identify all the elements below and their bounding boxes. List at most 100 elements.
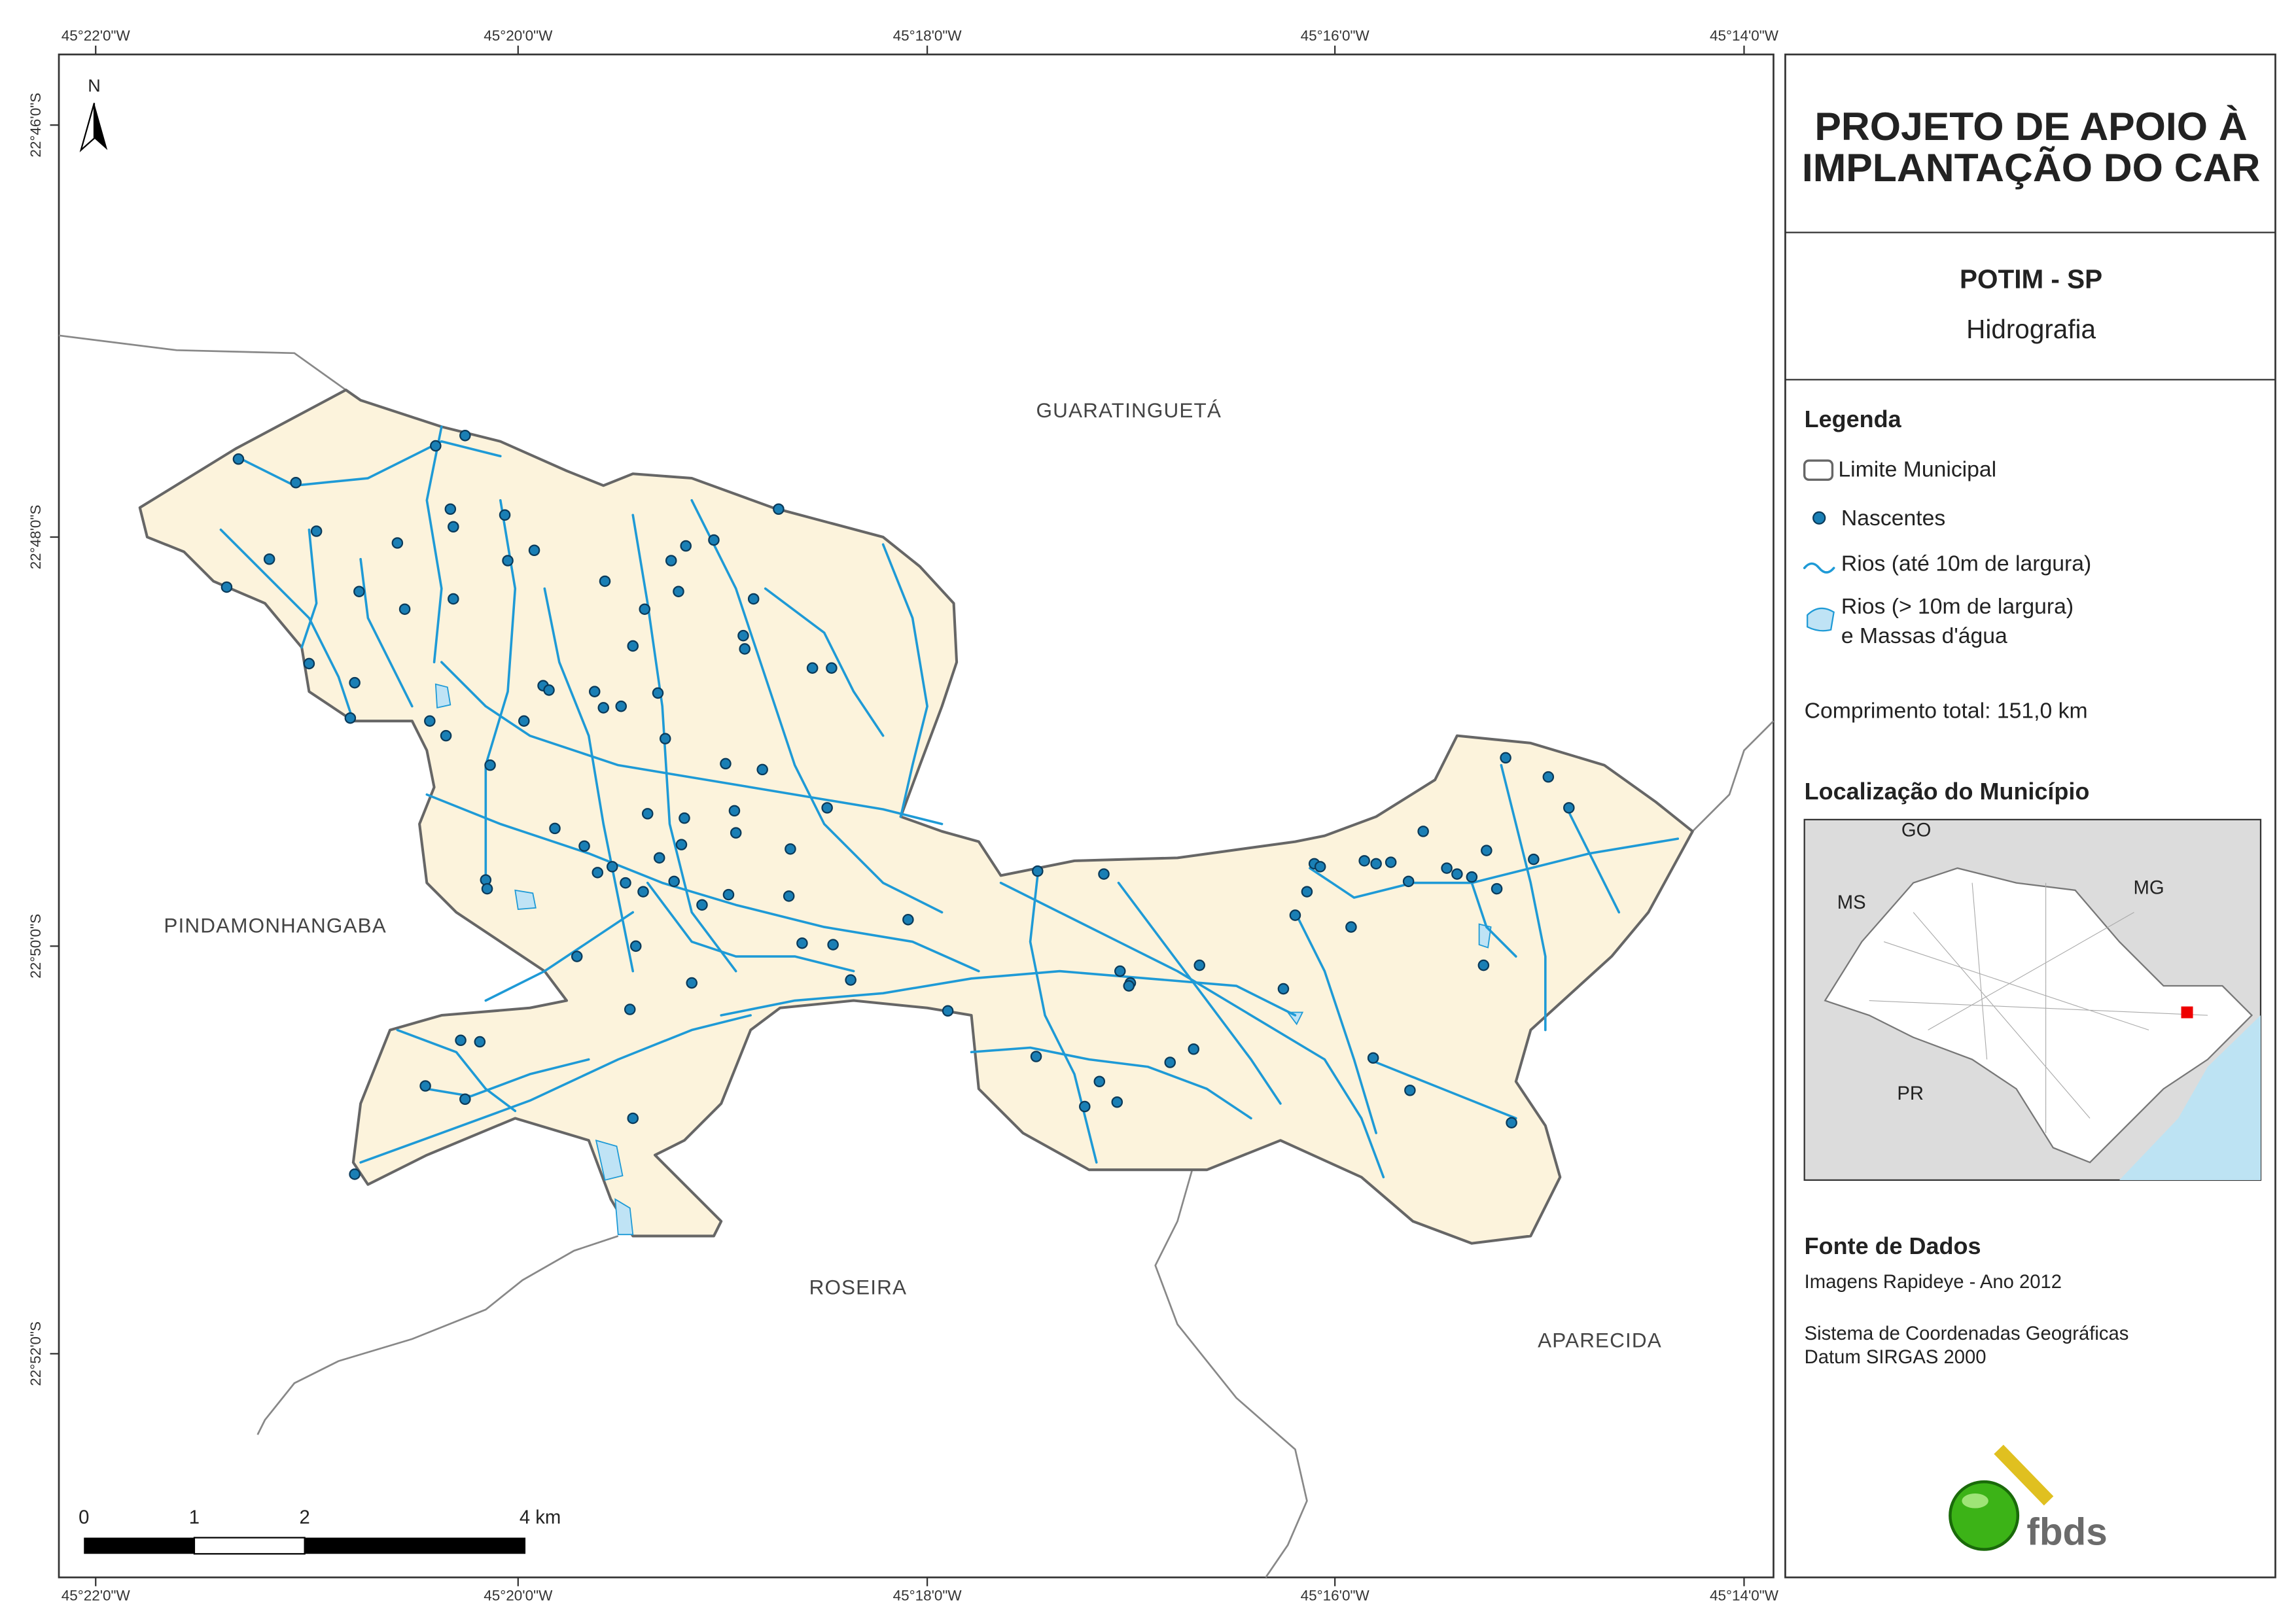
spring [344,712,357,724]
spring [1370,858,1382,870]
spring [641,808,654,820]
scale-label: 2 [300,1507,310,1528]
spring [1301,886,1313,898]
lon-label: 45°16'0"W [1301,1587,1370,1603]
legend-swatch-river [1803,562,1835,574]
spring [942,1005,954,1017]
spring [1491,882,1503,895]
river [999,881,1385,1179]
spring [1563,802,1575,814]
spring [1098,868,1110,880]
legend-item: Rios (> 10m de largura) [1841,594,2074,619]
water-body [614,1198,634,1236]
state-label: MS [1837,892,1866,913]
river [646,881,855,973]
spring [845,974,857,986]
spring [597,702,610,714]
logo-text: fbds [2026,1510,2107,1553]
spring [430,440,442,452]
spring [606,861,618,873]
place-label: PINDAMONHANGABA [164,913,387,937]
spring [424,715,436,727]
water-body [514,889,537,911]
spring [1111,1096,1123,1108]
spring [1079,1100,1091,1113]
spring [221,581,233,593]
lon-label: 45°14'0"W [1710,1587,1779,1603]
scale-segment [84,1537,194,1554]
legend-item: Limite Municipal [1838,457,1996,482]
spring [1314,861,1326,873]
spring [499,509,511,521]
river [764,587,885,737]
river [219,528,355,722]
spring [1123,980,1135,992]
spring [1542,771,1555,783]
spring [481,882,493,895]
spring [624,1003,636,1015]
spring [627,1112,639,1125]
north-arrow-left [79,103,96,152]
legend-swatch-spring [1812,511,1826,525]
spring [1500,752,1511,764]
spring [826,662,838,674]
spring [290,477,302,489]
spring [444,503,457,515]
spring [588,686,601,697]
spring [448,521,459,533]
spring [1404,1084,1416,1096]
spring [1164,1056,1176,1068]
north-arrow: N [79,76,108,152]
river [881,543,928,818]
spring [615,700,627,712]
spring [675,839,688,850]
spring [783,890,795,902]
spring [659,733,671,744]
legend-item: Nascentes [1841,506,1945,531]
location-title: Localização do Município [1805,778,2090,805]
spring [1188,1043,1200,1055]
spring [263,553,275,565]
river [425,793,980,973]
spring [722,888,735,901]
location-marker [2181,1006,2193,1019]
scale-segment [193,1537,306,1555]
boundary-line [1691,720,1775,832]
spring [459,1093,471,1106]
river [234,440,502,487]
north-label: N [88,76,101,96]
ocean [2119,1015,2261,1180]
spring [637,886,649,898]
place-label: GUARATINGUETÁ [1036,398,1222,422]
spring [599,575,611,587]
spring [730,827,742,839]
spring [1481,845,1492,856]
spring [1385,856,1397,868]
spring [1506,1117,1517,1129]
spring [773,503,785,515]
spring [739,643,751,655]
spring [720,758,732,770]
spring [639,603,651,615]
rivers [219,425,1680,1179]
spring [1367,1052,1379,1064]
logo-circle [1949,1480,2020,1551]
source-title: Fonte de Dados [1805,1232,1981,1259]
spring [673,585,684,597]
spring [821,802,833,814]
spring [459,430,471,442]
state-label: MG [2133,877,2164,898]
river [300,528,318,649]
spring [652,687,664,699]
lon-label: 45°18'0"W [893,27,963,44]
spring [1477,959,1490,971]
spring [448,593,459,605]
scale-label: 1 [189,1507,200,1528]
spring [592,867,604,879]
spring [398,603,411,615]
spring [827,939,839,951]
spring [391,537,404,549]
river [720,969,1297,1017]
spring [1032,865,1044,877]
spring [528,544,540,557]
